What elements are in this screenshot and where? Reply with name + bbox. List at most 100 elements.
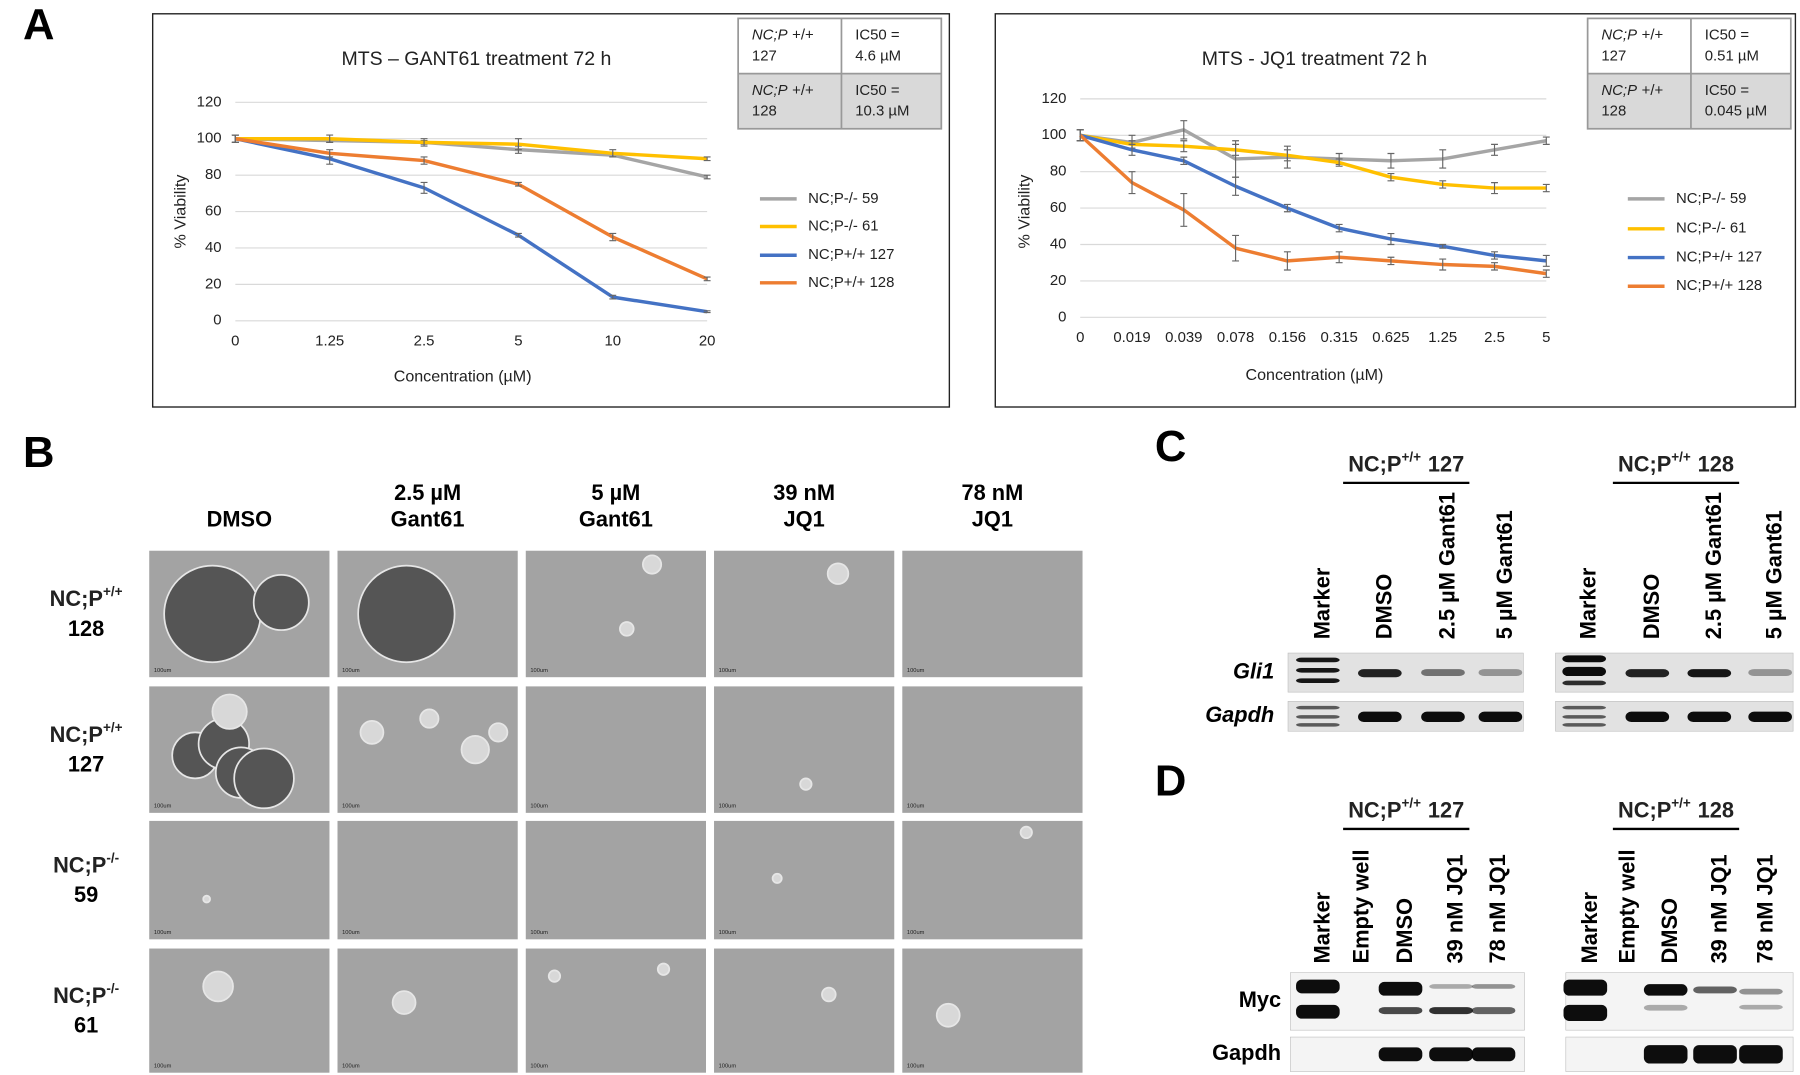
chart-title: MTS – GANT61 treatment 72 h: [341, 48, 611, 70]
error-bar: [1232, 143, 1240, 156]
strain-genotype: +/+: [103, 720, 123, 735]
table-genotype: +/+: [1642, 27, 1664, 44]
strain-genotype: +/+: [1671, 450, 1691, 465]
x-tick-label: 0.315: [1321, 329, 1358, 346]
band: [1478, 669, 1523, 677]
band: [1739, 1004, 1783, 1010]
error-bar: [420, 181, 428, 194]
error-bar: [609, 294, 617, 300]
micrograph: [714, 948, 895, 1073]
strain-prefix: NC;P: [50, 722, 103, 747]
band: [1471, 984, 1516, 989]
error-bar: [609, 232, 617, 242]
column-header: JQ1: [972, 507, 1013, 532]
scale-bar-label: 100um: [530, 1063, 548, 1069]
error-bar: [1283, 149, 1291, 162]
band: [1562, 705, 1606, 710]
lane-label: DMSO: [1639, 574, 1664, 640]
strain-genotype: +/+: [1401, 450, 1421, 465]
table-strain-name: NC;P: [752, 82, 788, 99]
band: [1693, 986, 1737, 994]
band: [1693, 1045, 1737, 1064]
row-label: Myc: [1239, 987, 1281, 1012]
micrograph: [902, 820, 1083, 940]
band: [1625, 669, 1670, 678]
spheroid: [1019, 825, 1033, 840]
strain-id: 128: [1698, 797, 1734, 822]
x-tick-label: 0.019: [1113, 329, 1150, 346]
micrograph: [902, 550, 1083, 678]
error-bar: [703, 276, 711, 282]
lane-label: DMSO: [1657, 898, 1682, 964]
table-ic50-label: IC50 =: [855, 27, 899, 44]
error-bar: [1180, 156, 1188, 165]
micrograph: [714, 686, 895, 813]
table-strain-name: NC;P: [752, 27, 788, 44]
error-bar: [1387, 172, 1395, 182]
error-bar: [326, 134, 334, 143]
group-title: NC;P+/+ 128: [1618, 450, 1734, 477]
lane-label: DMSO: [1392, 898, 1417, 964]
y-axis-label: % Viability: [1015, 175, 1033, 249]
x-axis-label: Concentration (µM): [1245, 366, 1383, 384]
strain-prefix: NC;P: [1618, 797, 1671, 822]
y-tick-label: 40: [1050, 235, 1067, 252]
scale-bar-label: 100um: [907, 1063, 925, 1069]
error-bar: [1335, 251, 1343, 264]
x-tick-label: 0.625: [1372, 329, 1409, 346]
error-bar: [1076, 129, 1084, 142]
table-strain-id: 128: [1601, 102, 1626, 119]
error-bar: [1542, 183, 1550, 193]
band: [1296, 979, 1340, 994]
lane-label: DMSO: [1371, 574, 1396, 640]
band: [1378, 981, 1423, 996]
micrograph: [902, 686, 1083, 813]
scale-bar-label: 100um: [154, 1063, 172, 1069]
error-bar: [1542, 269, 1550, 278]
chart-frame: [994, 13, 1797, 408]
error-bar: [1387, 152, 1395, 169]
band: [1562, 666, 1606, 677]
spheroid: [391, 990, 417, 1015]
micrograph: [525, 550, 706, 678]
spheroid: [619, 621, 635, 637]
y-axis-label: % Viability: [172, 175, 190, 249]
series-line: [1079, 133, 1547, 190]
error-bar: [231, 134, 239, 143]
error-bar: [1387, 233, 1395, 246]
spheroid: [641, 554, 663, 575]
legend-label: NC;P-/- 59: [808, 190, 878, 207]
error-bar: [1491, 143, 1498, 156]
strain-id: 128: [1698, 451, 1734, 476]
x-tick-label: 0.078: [1217, 329, 1254, 346]
y-tick-label: 0: [213, 312, 221, 329]
table-ic50-label: IC50 =: [1705, 82, 1749, 99]
legend-label: NC;P+/+ 127: [1676, 248, 1762, 265]
error-bar: [703, 174, 711, 180]
spheroid: [547, 969, 562, 983]
x-tick-label: 20: [699, 332, 716, 349]
table-genotype: +/+: [792, 82, 814, 99]
lane-label: Marker: [1309, 891, 1334, 963]
row-label: NC;P+/+: [50, 584, 123, 611]
series-line: [1079, 133, 1547, 263]
table-ic50-value: 4.6 µM: [855, 47, 901, 64]
band: [1378, 1047, 1423, 1062]
scale-bar-label: 100um: [530, 803, 548, 809]
panel-label: D: [1155, 757, 1187, 806]
spheroid: [488, 722, 509, 743]
panel-label: C: [1155, 422, 1187, 471]
scale-bar-label: 100um: [530, 930, 548, 936]
table-ic50-value: 0.51 µM: [1705, 47, 1759, 64]
band: [1562, 723, 1606, 727]
scale-bar-label: 100um: [154, 930, 172, 936]
error-bar: [326, 149, 334, 158]
strain-id: 127: [1428, 451, 1464, 476]
spheroid: [252, 574, 310, 631]
band: [1358, 711, 1402, 723]
table-ic50-value: 10.3 µM: [855, 102, 909, 119]
row-label: Gapdh: [1212, 1040, 1281, 1065]
y-tick-label: 100: [1042, 126, 1067, 143]
row-label-id: 127: [68, 751, 104, 776]
band: [1421, 711, 1465, 723]
